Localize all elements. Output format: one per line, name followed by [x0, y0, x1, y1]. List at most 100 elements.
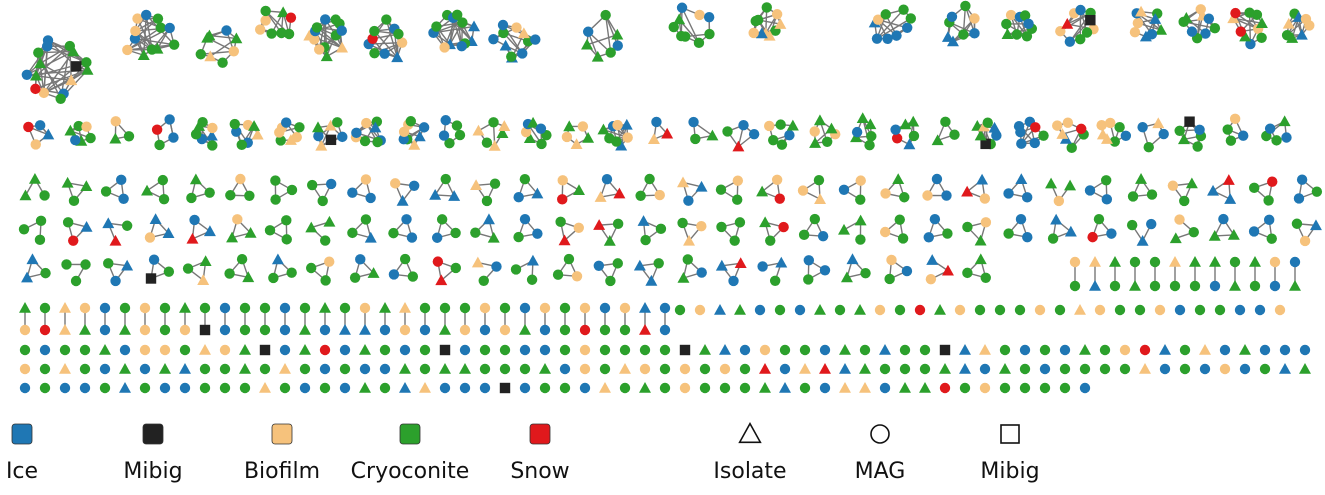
node	[1120, 130, 1132, 141]
edge	[586, 34, 618, 46]
node	[1263, 195, 1274, 206]
node	[581, 38, 594, 50]
node	[1132, 17, 1144, 29]
node	[1021, 31, 1033, 42]
node	[119, 382, 131, 393]
node	[365, 192, 376, 204]
legend-label: Cryoconite	[351, 459, 470, 484]
node	[1289, 256, 1301, 268]
node	[748, 128, 760, 140]
node	[879, 363, 891, 375]
node	[676, 2, 688, 13]
edge	[43, 46, 48, 93]
node	[519, 324, 531, 335]
node	[757, 261, 768, 272]
node	[799, 382, 811, 394]
node	[1000, 424, 1020, 444]
node	[874, 304, 886, 316]
node	[872, 14, 884, 25]
node	[259, 324, 271, 336]
node	[923, 232, 934, 243]
node	[491, 261, 502, 272]
node	[819, 344, 831, 356]
node	[946, 11, 958, 22]
node	[866, 131, 877, 142]
node	[1056, 128, 1069, 139]
node	[898, 4, 909, 15]
node	[879, 382, 891, 394]
node	[279, 324, 291, 336]
node	[1159, 363, 1171, 375]
node	[679, 344, 691, 356]
node	[393, 28, 404, 40]
node	[349, 272, 361, 283]
node	[270, 175, 281, 186]
node	[739, 344, 751, 356]
node	[659, 363, 671, 375]
node	[359, 324, 371, 335]
node	[919, 363, 931, 375]
node	[450, 227, 461, 239]
node	[419, 344, 431, 356]
node	[661, 127, 674, 139]
node	[599, 344, 611, 356]
networks	[18, 0, 1323, 394]
node	[313, 130, 324, 142]
node	[479, 344, 491, 356]
node	[1279, 363, 1291, 374]
node	[786, 119, 799, 131]
node	[197, 116, 208, 128]
node	[1293, 193, 1305, 204]
edge	[373, 30, 398, 58]
node	[530, 34, 541, 45]
node	[199, 363, 211, 375]
node	[1189, 280, 1201, 292]
node	[683, 234, 696, 246]
node	[109, 234, 122, 246]
node	[579, 344, 591, 356]
node	[306, 179, 318, 191]
node	[59, 302, 71, 313]
node	[459, 363, 471, 374]
node	[1062, 117, 1074, 128]
node	[80, 259, 91, 270]
node	[62, 217, 74, 228]
node	[679, 363, 691, 375]
node	[279, 363, 291, 374]
edge	[1248, 12, 1252, 45]
node	[519, 382, 531, 394]
node	[1259, 363, 1271, 375]
node	[121, 220, 133, 231]
node	[159, 324, 171, 336]
node	[695, 180, 708, 192]
node	[81, 57, 92, 68]
node	[1143, 142, 1154, 153]
node	[451, 120, 463, 131]
node	[369, 121, 382, 133]
node	[359, 363, 371, 375]
node	[759, 216, 772, 228]
node	[64, 124, 77, 136]
node	[271, 253, 284, 265]
node	[1230, 7, 1241, 19]
node	[891, 30, 902, 41]
node	[286, 267, 297, 278]
node	[390, 178, 401, 189]
node	[683, 195, 694, 206]
node	[448, 190, 461, 201]
node	[1126, 219, 1138, 231]
node	[1279, 344, 1291, 356]
node	[775, 256, 788, 268]
node	[929, 214, 941, 225]
node	[1225, 135, 1237, 146]
node	[168, 132, 179, 143]
node	[619, 344, 631, 356]
node	[919, 382, 931, 393]
node	[931, 173, 943, 185]
node	[1309, 219, 1322, 231]
node	[320, 14, 331, 25]
node	[314, 44, 325, 55]
node	[513, 191, 524, 203]
node	[151, 124, 163, 135]
